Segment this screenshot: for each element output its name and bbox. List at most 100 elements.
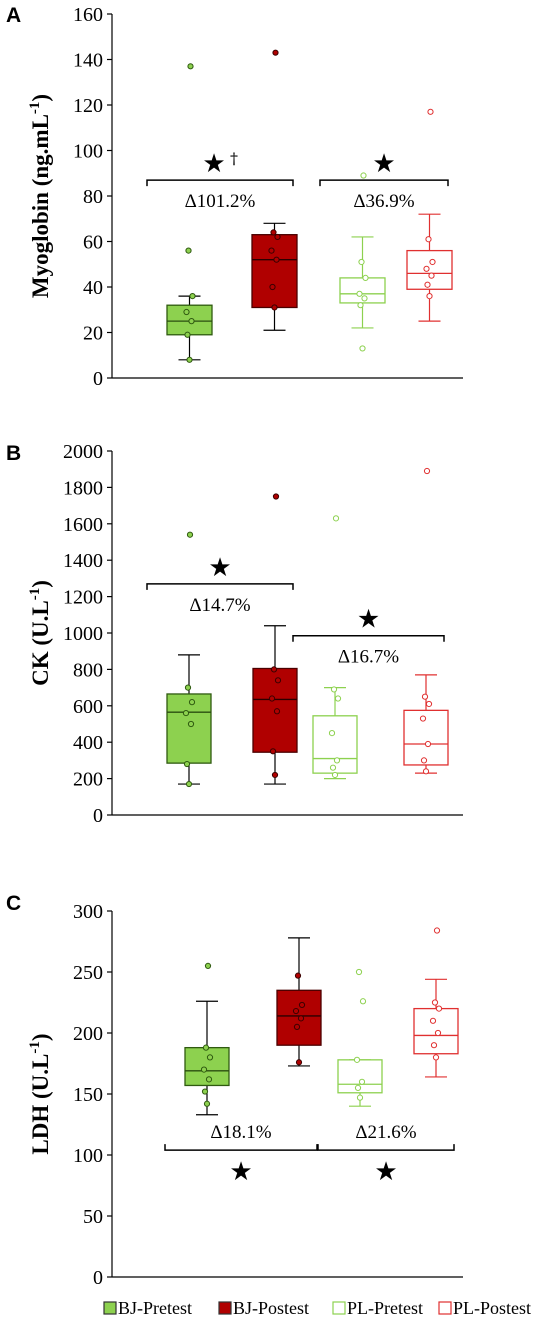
- data-point: [187, 63, 194, 70]
- significance-annotation: ★ Δ16.7%: [292, 605, 445, 668]
- data-point: [424, 740, 432, 748]
- y-tick-label: 400: [73, 732, 103, 754]
- y-axis-label-sup: -1: [27, 102, 43, 115]
- legend-item: BJ-Postest: [218, 1298, 309, 1318]
- box-pl-postest: [406, 108, 453, 322]
- y-axis-label-sup: -1: [27, 588, 43, 601]
- data-point: [356, 290, 363, 297]
- data-point: [183, 308, 190, 316]
- legend-swatch: [218, 1301, 232, 1315]
- y-axis-label-main: Myoglobin (ng.mL: [28, 114, 53, 298]
- data-point: [273, 708, 281, 715]
- y-axis-label-close: ): [28, 94, 53, 102]
- data-point: [185, 780, 193, 788]
- panel-letter: C: [6, 892, 21, 915]
- data-point: [353, 1056, 361, 1063]
- data-point: [183, 760, 191, 768]
- box-pl-postest: [413, 927, 459, 1078]
- y-tick-label: 1600: [63, 514, 103, 536]
- box-pl-pretest: [312, 515, 358, 780]
- panel-letter: B: [6, 442, 21, 465]
- data-point: [329, 764, 337, 771]
- y-axis-label: LDH (U.L-1): [27, 1033, 53, 1154]
- significance-annotation: Δ18.1% ★: [164, 1122, 318, 1187]
- data-point: [293, 1023, 301, 1031]
- data-point: [423, 265, 430, 272]
- box-bj-pretest: [166, 531, 212, 788]
- y-tick-label: 2000: [63, 441, 103, 463]
- y-tick-label: 200: [73, 1023, 103, 1045]
- y-tick-label: 140: [73, 50, 103, 72]
- legend-item: PL-Postest: [438, 1298, 531, 1318]
- data-point: [330, 686, 338, 693]
- data-point: [332, 515, 340, 522]
- y-tick-label: 0: [93, 805, 103, 827]
- significance-star: ★: [374, 1157, 397, 1187]
- data-point: [270, 229, 277, 236]
- data-point: [204, 962, 212, 970]
- y-tick-label: 80: [83, 186, 103, 208]
- y-tick-label: 800: [73, 659, 103, 681]
- box-bj-postest: [276, 937, 322, 1067]
- data-point: [272, 493, 280, 500]
- legend-swatch: [103, 1301, 117, 1315]
- data-point: [269, 748, 277, 755]
- data-point: [362, 274, 369, 281]
- y-axis-label-main: LDH (U.L: [28, 1054, 53, 1155]
- data-point: [359, 345, 366, 352]
- data-point: [426, 293, 433, 300]
- significance-star: ★: [202, 149, 225, 179]
- data-point: [331, 771, 339, 779]
- delta-percent-label: Δ16.7%: [338, 647, 399, 668]
- data-point: [186, 531, 194, 538]
- data-point: [268, 247, 275, 254]
- legend-label: PL-Postest: [453, 1298, 531, 1318]
- box-bj-pretest: [166, 63, 213, 363]
- delta-percent-label: Δ21.6%: [355, 1122, 416, 1143]
- y-tick-label: 300: [73, 901, 103, 923]
- data-point: [201, 1088, 209, 1095]
- significance-dagger: †: [230, 149, 238, 168]
- data-point: [358, 1078, 366, 1085]
- y-tick-label: 150: [73, 1084, 103, 1106]
- significance-bracket: [146, 583, 294, 590]
- box-bj-pretest: [184, 962, 230, 1116]
- box-iqr: [312, 715, 358, 774]
- data-point: [432, 1054, 440, 1061]
- delta-percent-label: Δ14.7%: [189, 595, 250, 616]
- data-point: [272, 49, 279, 56]
- legend: BJ-Pretest BJ-Postest PL-Pretest PL-Postest: [103, 1298, 531, 1318]
- legend-swatch: [438, 1301, 452, 1315]
- data-point: [202, 1044, 210, 1051]
- data-point: [357, 302, 364, 309]
- data-point: [425, 236, 432, 243]
- significance-star: ★: [229, 1157, 252, 1187]
- data-point: [271, 304, 278, 311]
- data-point: [295, 1059, 303, 1066]
- data-point: [206, 1054, 214, 1061]
- data-point: [435, 1005, 443, 1012]
- significance-bracket: [292, 634, 445, 642]
- data-point: [188, 699, 196, 706]
- data-point: [185, 247, 192, 254]
- y-axis-label: Myoglobin (ng.mL-1): [27, 94, 53, 298]
- y-axis-label-sup: -1: [27, 1041, 43, 1054]
- data-point: [188, 318, 195, 325]
- y-tick-label: 100: [73, 141, 103, 163]
- y-tick-label: 250: [73, 962, 103, 984]
- y-tick-label: 0: [93, 368, 103, 390]
- significance-star: ★: [208, 553, 231, 583]
- data-point: [360, 172, 367, 179]
- significance-bracket: [319, 179, 449, 187]
- data-point: [184, 331, 191, 338]
- data-point: [428, 272, 435, 279]
- data-point: [424, 281, 431, 288]
- legend-label: BJ-Postest: [233, 1298, 309, 1318]
- data-point: [354, 1084, 362, 1092]
- legend-label: PL-Pretest: [347, 1298, 423, 1318]
- significance-star: ★: [372, 149, 395, 179]
- data-point: [355, 968, 363, 976]
- legend-swatch: [332, 1301, 346, 1315]
- data-point: [274, 677, 282, 684]
